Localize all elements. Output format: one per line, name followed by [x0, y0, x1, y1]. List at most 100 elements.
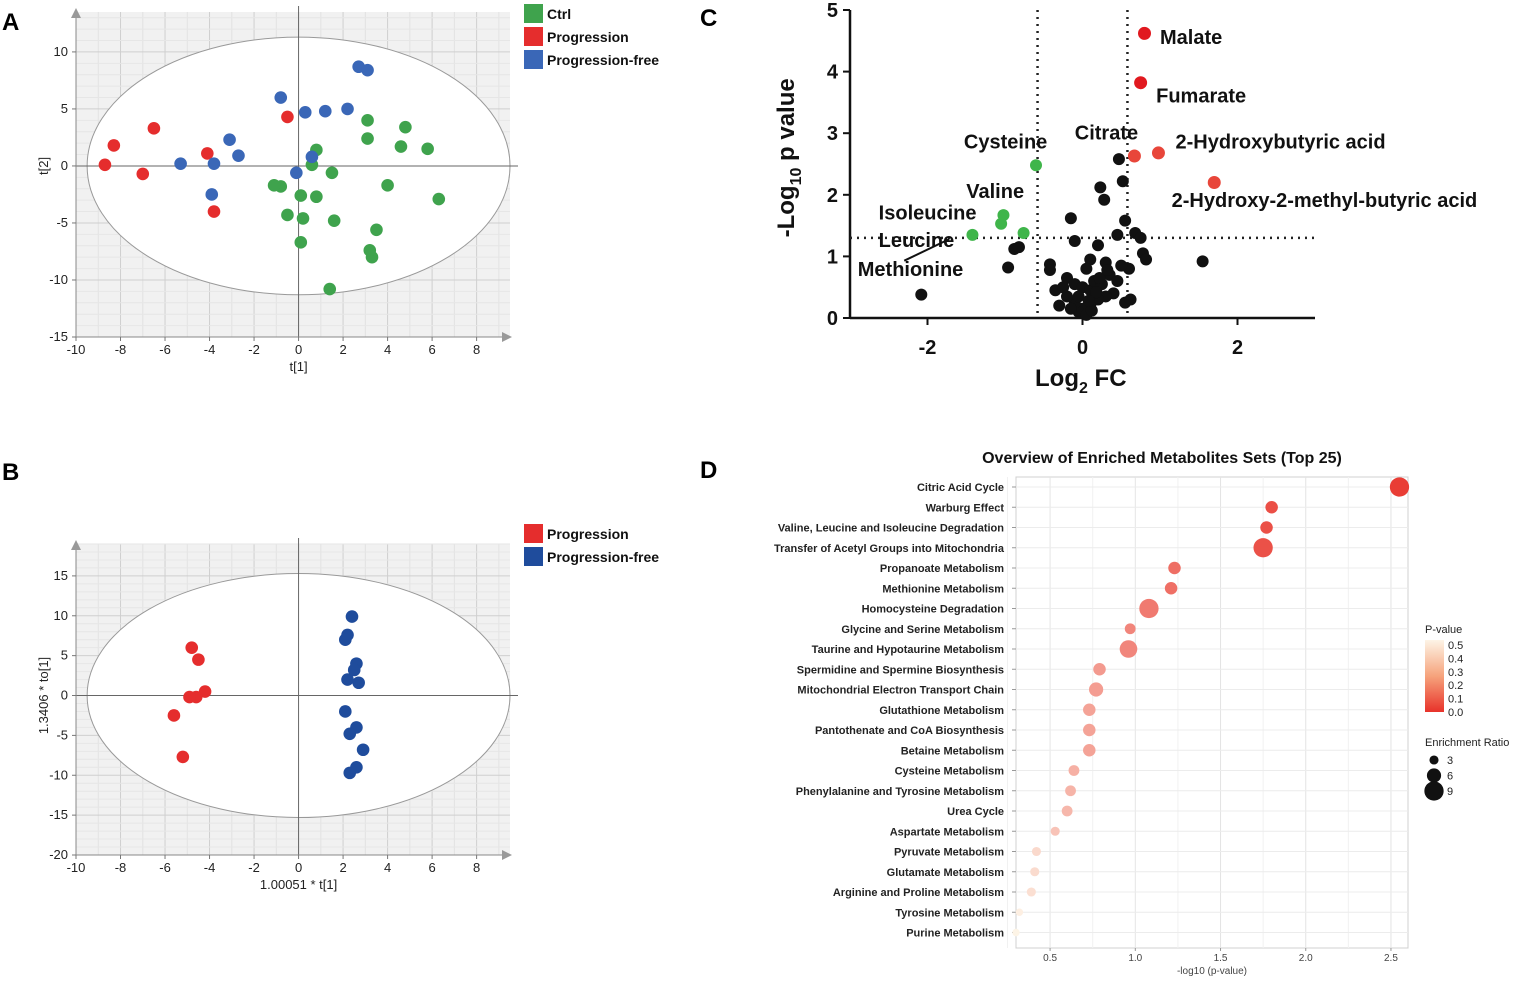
x-axis-title: Log2 FC	[1035, 365, 1127, 397]
data-point	[294, 189, 308, 202]
data-point	[281, 208, 294, 222]
non-significant-point	[1134, 231, 1147, 244]
panel-a-score-plot: A -10 -8 -6 -4 -2 0 2 4 6 8-15-10-50510t[1]t[2]Ct…	[2, 4, 659, 374]
category-label: Betaine Metabolism	[901, 745, 1005, 757]
y-tick-label: 5	[61, 648, 68, 663]
category-label: Cysteine Metabolism	[895, 766, 1005, 778]
legend-swatch	[524, 547, 543, 566]
enrichment-dot	[1119, 640, 1138, 658]
category-label: Citric Acid Cycle	[917, 482, 1004, 494]
y-tick-label: 1	[827, 246, 838, 268]
point-annotation: Citrate	[1075, 122, 1138, 144]
data-point	[310, 190, 323, 204]
pvalue-colorbar-tick: 0.2	[1448, 680, 1463, 692]
data-point	[327, 214, 341, 227]
y-tick-label: -20	[49, 847, 68, 862]
enrichment-dot	[1089, 682, 1104, 697]
category-label: Pantothenate and CoA Biosynthesis	[815, 725, 1004, 737]
category-label: Glutamate Metabolism	[887, 867, 1005, 879]
x-tick-label: 4	[384, 860, 391, 875]
legend-size-dot	[1426, 768, 1442, 783]
non-significant-point	[1094, 181, 1107, 194]
non-significant-point	[1002, 261, 1015, 274]
enrichment-dot	[1168, 561, 1181, 575]
data-point	[361, 132, 374, 145]
non-significant-point	[1112, 153, 1125, 166]
data-point	[174, 157, 187, 170]
non-significant-point	[1064, 212, 1077, 225]
pvalue-colorbar-tick: 0.1	[1448, 694, 1463, 706]
y-tick-label: -5	[56, 215, 68, 230]
legend-size-title: Enrichment Ratio	[1425, 737, 1509, 749]
data-point	[201, 147, 214, 160]
point-annotation: Malate	[1160, 27, 1222, 49]
x-tick-label: 1.0	[1128, 953, 1142, 964]
data-point	[176, 750, 190, 764]
data-point	[323, 282, 337, 296]
legend-entry: Progression	[547, 526, 629, 542]
panel-b-score-plot: B -10 -8 -6 -4 -2 0 2 4 6 8-20-15-10-50510151.000…	[2, 459, 659, 892]
x-tick-label: -6	[159, 342, 171, 357]
pvalue-colorbar-tick: 0.5	[1448, 640, 1463, 652]
x-tick-label: -4	[204, 342, 216, 357]
non-significant-point	[1084, 253, 1097, 266]
y-axis-title: -Log10 p value	[773, 78, 805, 237]
enrichment-dot	[1124, 623, 1136, 635]
legend-entry: Progression-free	[547, 549, 659, 565]
x-tick-label: -6	[159, 860, 171, 875]
data-point	[343, 727, 357, 741]
data-point	[267, 179, 281, 192]
panel-c-label: C	[700, 5, 717, 32]
y-tick-label: 10	[54, 44, 68, 59]
data-point	[296, 212, 310, 225]
y-tick-label: 5	[827, 0, 838, 22]
enrichment-dot	[1050, 826, 1060, 836]
data-point	[290, 166, 303, 180]
data-point	[98, 158, 112, 172]
x-tick-label: 1.5	[1214, 953, 1228, 964]
non-significant-point	[1012, 241, 1025, 254]
x-tick-label: 2.5	[1384, 953, 1398, 964]
plot-background	[1015, 476, 1409, 949]
data-point	[432, 192, 446, 206]
pvalue-colorbar-tick: 0.4	[1448, 653, 1463, 665]
non-significant-point	[1098, 193, 1111, 206]
y-tick-label: 0	[61, 688, 68, 703]
data-point	[341, 673, 354, 686]
data-point	[205, 188, 219, 201]
non-significant-point	[1093, 271, 1106, 284]
legend-entry: Progression-free	[547, 52, 659, 68]
legend-swatch	[524, 4, 543, 23]
enrichment-dot	[1065, 785, 1076, 797]
data-point	[345, 610, 359, 623]
data-point	[325, 166, 339, 180]
data-point	[274, 91, 288, 104]
x-tick-label: -2	[248, 342, 260, 357]
data-point	[294, 236, 308, 249]
data-point	[356, 743, 370, 757]
x-tick-label: -4	[204, 860, 216, 875]
legend-swatch	[524, 50, 543, 69]
x-tick-label: 2	[1232, 337, 1243, 359]
x-tick-label: 4	[384, 342, 391, 357]
data-point	[167, 709, 181, 722]
x-tick-label: 0	[295, 342, 302, 357]
y-tick-label: -5	[56, 727, 68, 742]
panel-a-label: A	[2, 9, 19, 36]
chart-title: Overview of Enriched Metabolites Sets (T…	[982, 450, 1342, 467]
x-axis-arrow	[502, 850, 512, 860]
non-significant-point	[1111, 275, 1124, 288]
data-point	[207, 157, 221, 170]
non-significant-point	[1140, 253, 1153, 266]
non-significant-point	[1068, 235, 1081, 247]
x-tick-label: -10	[67, 860, 86, 875]
enrichment-dot	[1389, 477, 1410, 497]
y-axis-title-tail: p value	[773, 78, 800, 167]
non-significant-point	[1082, 294, 1095, 307]
x-tick-label: 0.5	[1043, 953, 1057, 964]
non-significant-point	[1092, 239, 1104, 252]
y-axis-title: 1.3406 * to[1]	[36, 657, 51, 734]
category-label: Phenylalanine and Tyrosine Metabolism	[796, 786, 1004, 798]
enrichment-dot	[1139, 598, 1159, 619]
y-tick-label: -15	[49, 807, 68, 822]
